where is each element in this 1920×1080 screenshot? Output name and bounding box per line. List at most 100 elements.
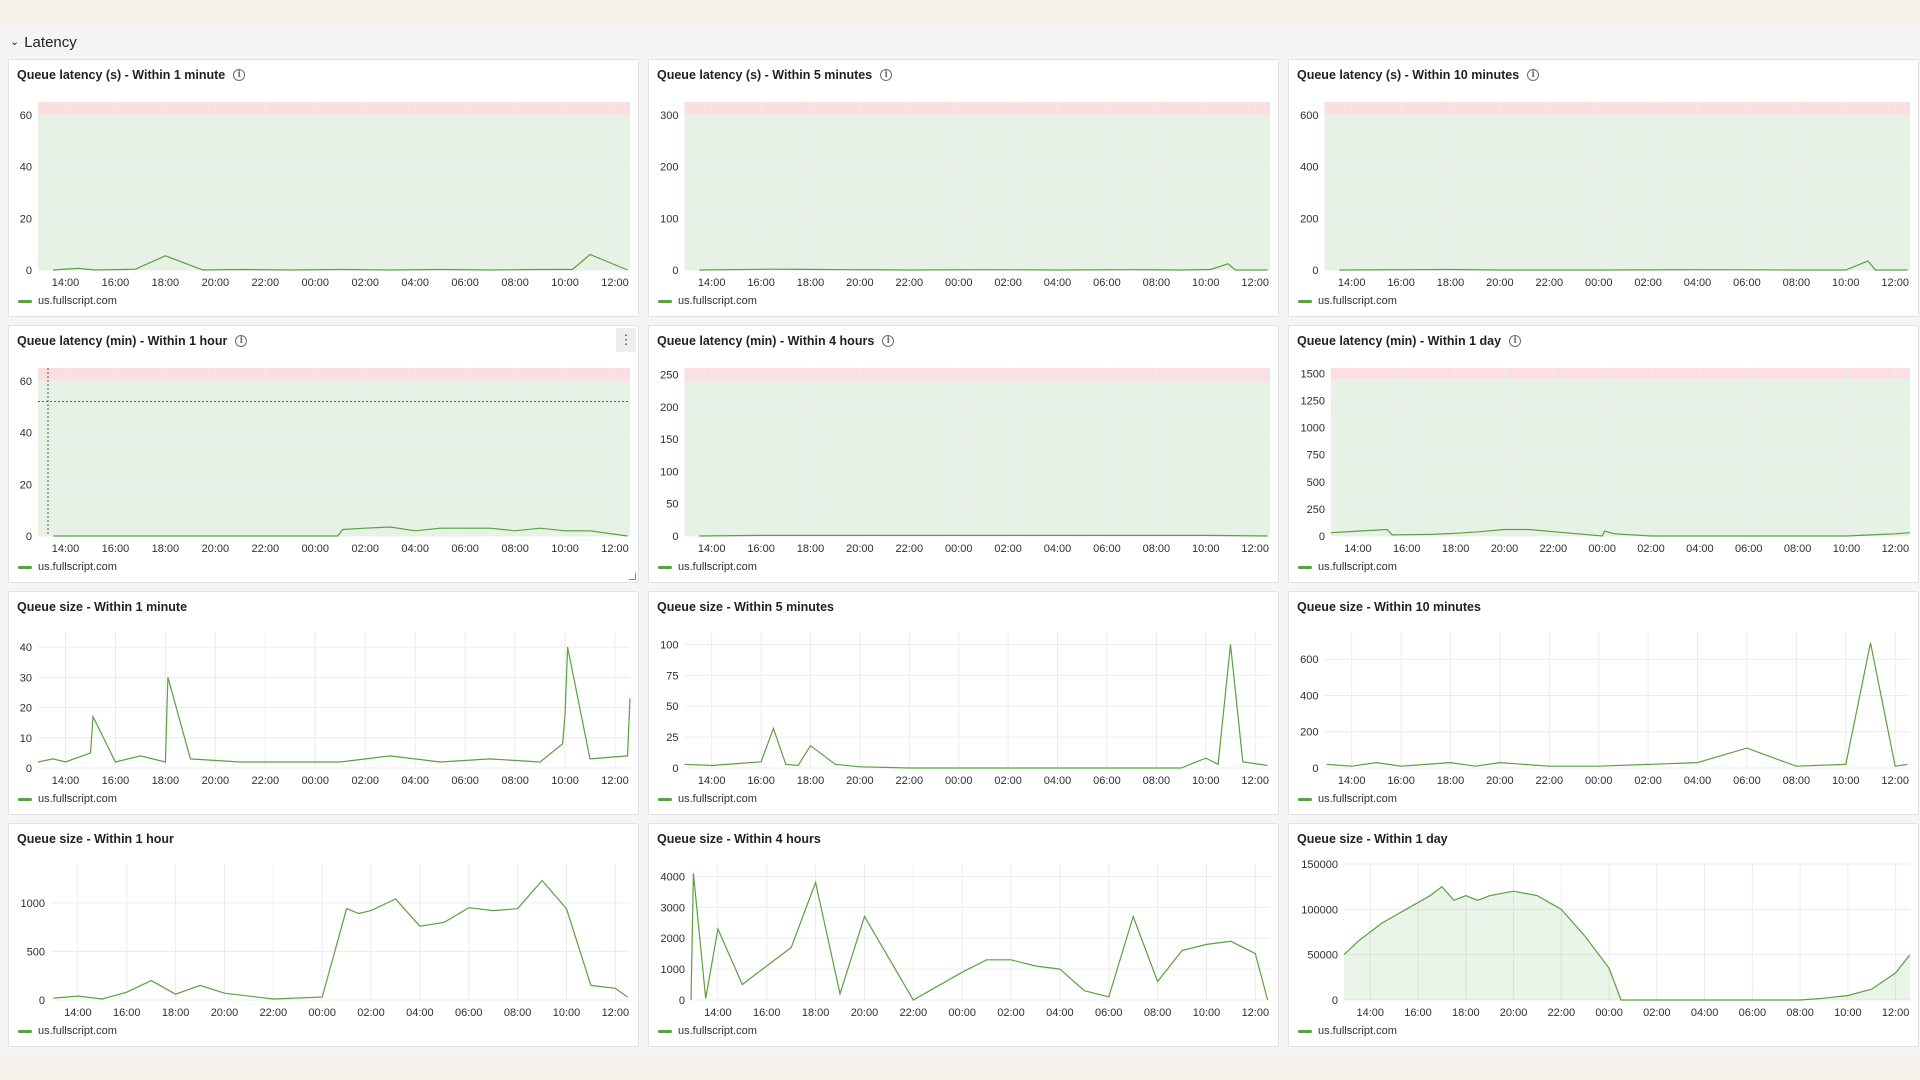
panel-title[interactable]: Queue latency (min) - Within 1 day i	[1297, 332, 1522, 350]
threshold-critical-band	[38, 368, 630, 381]
x-tick-label: 14:00	[698, 775, 726, 787]
panel-title[interactable]: Queue latency (s) - Within 5 minutes i	[657, 66, 893, 84]
series-line	[690, 873, 1269, 1001]
x-tick-label: 18:00	[802, 1007, 830, 1019]
x-tick-label: 04:00	[406, 1007, 434, 1019]
y-tick-label: 1500	[1301, 368, 1325, 380]
panel[interactable]: Queue size - Within 1 day 14:00 16:00 18:00…	[1288, 823, 1919, 1047]
panel[interactable]: Queue latency (s) - Within 1 minute i 14:0…	[8, 59, 639, 317]
x-tick-label: 02:00	[994, 775, 1022, 787]
panel[interactable]: Queue latency (min) - Within 1 hour i ⋮ 14:…	[8, 325, 639, 583]
legend-item[interactable]: us.fullscript.com	[1298, 294, 1397, 308]
legend-item[interactable]: us.fullscript.com	[658, 560, 757, 574]
panel-title[interactable]: Queue latency (s) - Within 10 minutes i	[1297, 66, 1540, 84]
series-line	[1343, 885, 1911, 1001]
threshold-ok-band	[684, 380, 1270, 536]
x-tick-label: 14:00	[1357, 1007, 1385, 1019]
threshold-ok-band	[1331, 378, 1910, 536]
panel-title[interactable]: Queue latency (min) - Within 4 hours i	[657, 332, 895, 350]
panel-title[interactable]: Queue latency (min) - Within 1 hour i	[17, 332, 248, 350]
info-icon[interactable]: i	[1509, 335, 1522, 347]
panel-title[interactable]: Queue size - Within 1 day	[1297, 830, 1448, 848]
x-tick-label: 14:00	[698, 277, 726, 289]
x-tick-label: 18:00	[1442, 543, 1470, 555]
legend-item[interactable]: us.fullscript.com	[1298, 792, 1397, 806]
x-tick-label: 10:00	[1192, 543, 1220, 555]
y-tick-label: 1000	[1301, 423, 1325, 435]
legend-label: us.fullscript.com	[678, 295, 757, 307]
info-icon[interactable]: i	[882, 335, 895, 347]
info-icon[interactable]: i	[235, 335, 248, 347]
panel-title[interactable]: Queue size - Within 1 hour	[17, 830, 174, 848]
panel-title[interactable]: Queue size - Within 10 minutes	[1297, 598, 1481, 616]
legend-label: us.fullscript.com	[678, 561, 757, 573]
chart: 14:00 16:00 18:00 20:00 22:00 00:00 02:00 04:00…	[20, 368, 630, 555]
y-tick-label: 75	[666, 670, 678, 682]
panel-title-text: Queue size - Within 5 minutes	[657, 600, 834, 614]
x-tick-label: 12:00	[602, 1007, 630, 1019]
x-tick-label: 12:00	[601, 775, 629, 787]
panel[interactable]: Queue size - Within 10 minutes 14:00 16:00…	[1288, 591, 1919, 815]
x-tick-label: 00:00	[302, 277, 330, 289]
x-tick-label: 16:00	[113, 1007, 141, 1019]
legend-swatch	[658, 797, 672, 801]
panel[interactable]: Queue latency (min) - Within 4 hours i 14:…	[648, 325, 1279, 583]
legend-item[interactable]: us.fullscript.com	[1298, 560, 1397, 574]
legend-label: us.fullscript.com	[1318, 295, 1397, 307]
y-tick-label: 0	[26, 531, 32, 543]
x-tick-label: 08:00	[504, 1007, 532, 1019]
panel-title[interactable]: Queue size - Within 1 minute	[17, 598, 187, 616]
y-tick-label: 1250	[1301, 396, 1325, 408]
legend-item[interactable]: us.fullscript.com	[18, 560, 117, 574]
legend-item[interactable]: us.fullscript.com	[1298, 1024, 1397, 1038]
legend-item[interactable]: us.fullscript.com	[658, 294, 757, 308]
legend-item[interactable]: us.fullscript.com	[658, 1024, 757, 1038]
panel-title[interactable]: Queue size - Within 5 minutes	[657, 598, 834, 616]
info-icon[interactable]: i	[233, 69, 246, 81]
legend-item[interactable]: us.fullscript.com	[18, 294, 117, 308]
x-tick-label: 18:00	[1437, 277, 1465, 289]
x-tick-label: 16:00	[747, 277, 775, 289]
x-tick-label: 16:00	[102, 277, 130, 289]
x-tick-label: 10:00	[551, 277, 579, 289]
y-tick-label: 600	[1300, 110, 1318, 122]
x-tick-label: 02:00	[1634, 277, 1662, 289]
y-tick-label: 200	[660, 402, 678, 414]
panel-title[interactable]: Queue latency (s) - Within 1 minute i	[17, 66, 246, 84]
y-tick-label: 100	[660, 639, 678, 651]
y-tick-label: 100000	[1301, 904, 1338, 916]
panel[interactable]: Queue latency (s) - Within 10 minutes i 14…	[1288, 59, 1919, 317]
x-tick-label: 14:00	[1344, 543, 1372, 555]
legend-item[interactable]: us.fullscript.com	[18, 792, 117, 806]
x-tick-label: 02:00	[351, 543, 379, 555]
x-tick-label: 18:00	[797, 775, 825, 787]
series-line	[53, 526, 628, 537]
y-tick-label: 0	[39, 995, 45, 1007]
row-header-latency[interactable]: ⌄ Latency	[10, 28, 77, 56]
panel[interactable]: Queue size - Within 5 minutes 14:00 16:00 1…	[648, 591, 1279, 815]
x-tick-label: 12:00	[1881, 277, 1909, 289]
x-tick-label: 22:00	[896, 775, 924, 787]
info-icon[interactable]: i	[880, 69, 893, 81]
legend-item[interactable]: us.fullscript.com	[658, 792, 757, 806]
y-tick-label: 250	[660, 369, 678, 381]
resize-handle[interactable]	[629, 573, 636, 580]
panel-menu-icon[interactable]: ⋮	[616, 328, 636, 352]
info-icon[interactable]: i	[1527, 69, 1540, 81]
panel[interactable]: Queue latency (min) - Within 1 day i 14:00…	[1288, 325, 1919, 583]
panel-title[interactable]: Queue size - Within 4 hours	[657, 830, 821, 848]
x-tick-label: 10:00	[1832, 277, 1860, 289]
x-tick-label: 04:00	[1684, 775, 1712, 787]
panel[interactable]: Queue size - Within 4 hours 14:00 16:00 18:…	[648, 823, 1279, 1047]
x-tick-label: 10:00	[1192, 277, 1220, 289]
panel-title-text: Queue latency (s) - Within 10 minutes	[1297, 68, 1520, 82]
x-tick-label: 02:00	[1634, 775, 1662, 787]
panel[interactable]: Queue latency (s) - Within 5 minutes i 14:…	[648, 59, 1279, 317]
y-tick-label: 0	[672, 265, 678, 277]
y-tick-label: 60	[20, 376, 32, 388]
x-tick-label: 18:00	[797, 543, 825, 555]
legend-item[interactable]: us.fullscript.com	[18, 1024, 117, 1038]
panel[interactable]: Queue size - Within 1 minute 14:00 16:00 18…	[8, 591, 639, 815]
x-tick-label: 16:00	[102, 543, 130, 555]
panel[interactable]: Queue size - Within 1 hour 14:00 16:00 18:0…	[8, 823, 639, 1047]
